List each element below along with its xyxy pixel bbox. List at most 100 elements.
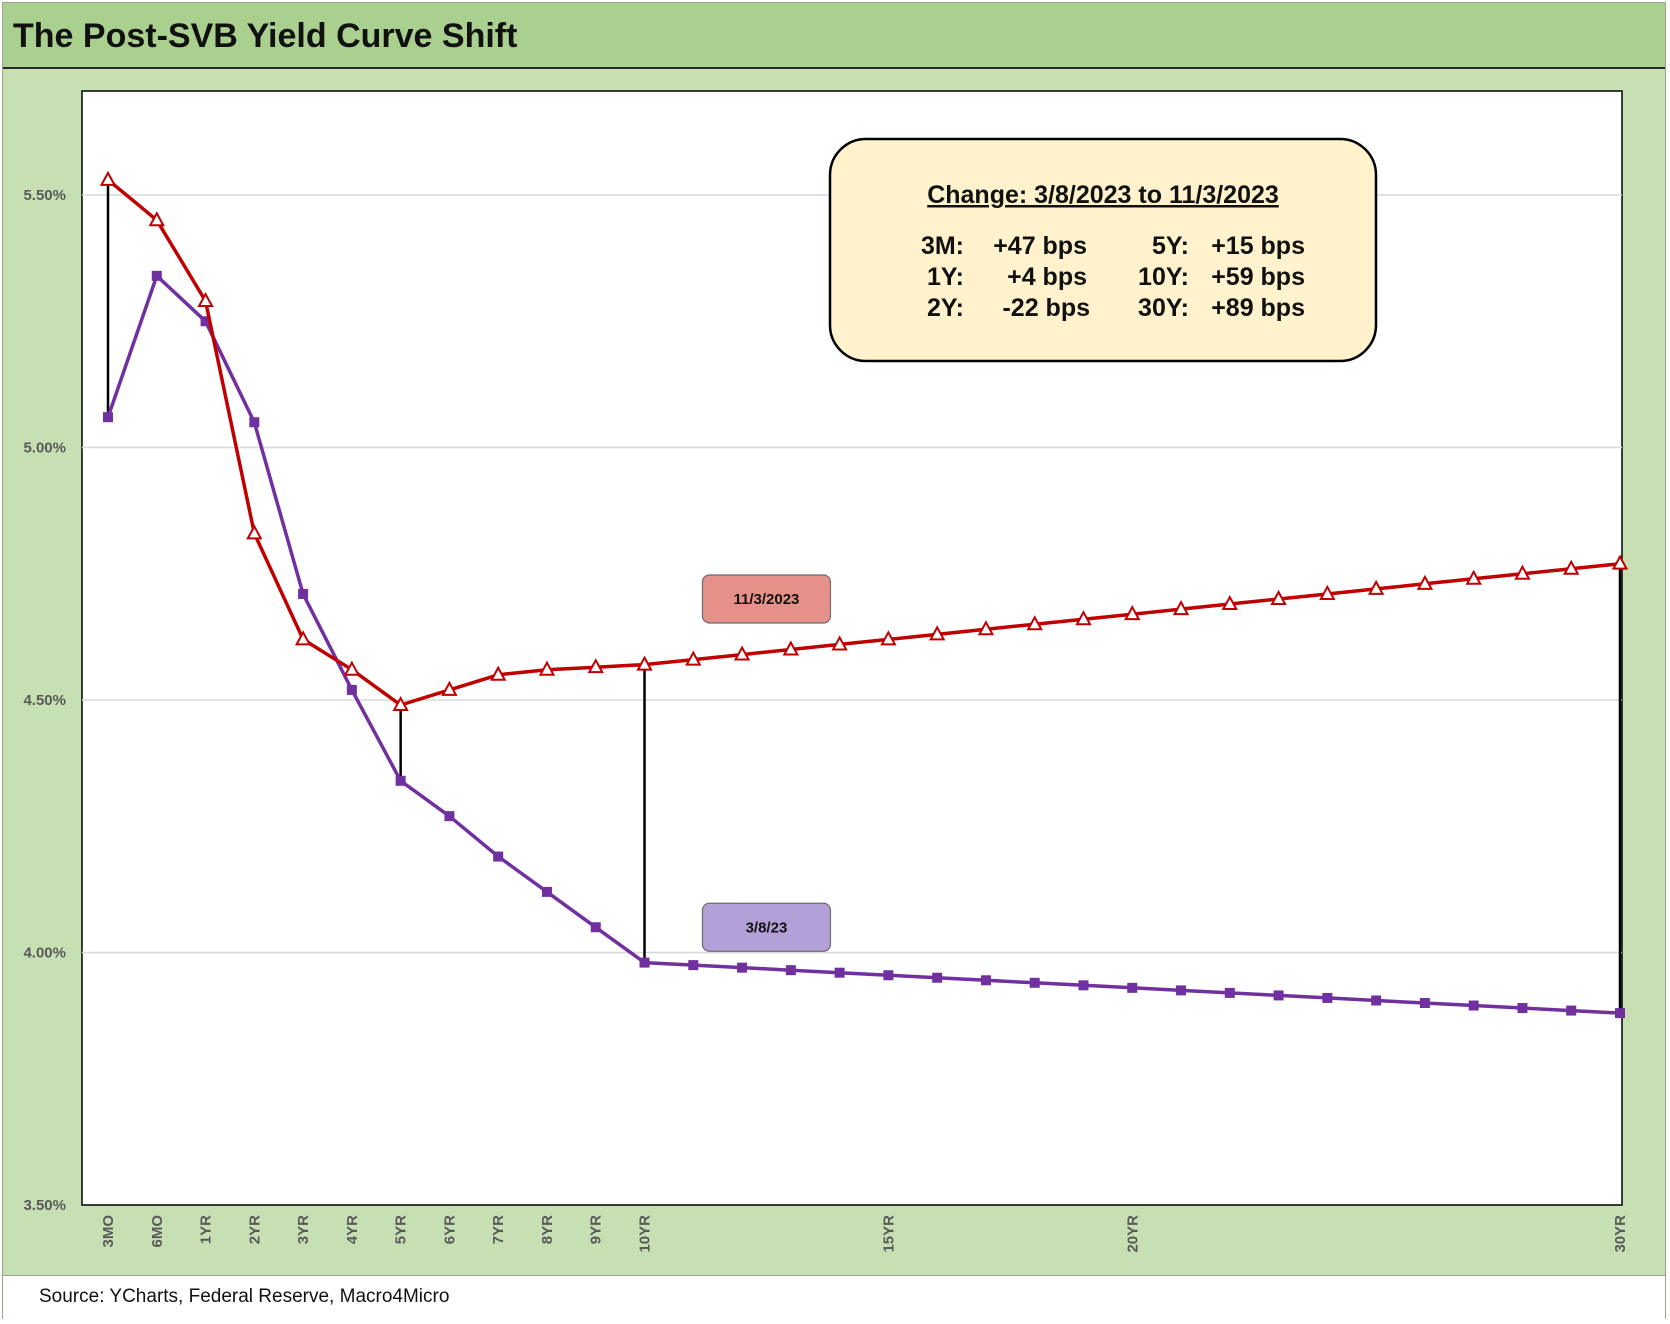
y-tick-label: 4.00% xyxy=(23,945,66,962)
data-point-square xyxy=(1517,1003,1528,1014)
data-point-square xyxy=(785,965,796,976)
data-point-square xyxy=(493,851,504,862)
data-point-square xyxy=(541,886,552,897)
data-point-square xyxy=(1029,977,1040,988)
data-point-square xyxy=(1078,980,1089,991)
data-point-triangle xyxy=(977,620,995,636)
chart-title: The Post-SVB Yield Curve Shift xyxy=(13,17,518,55)
data-point-triangle xyxy=(685,650,702,666)
data-point-triangle xyxy=(587,658,604,674)
data-point-triangle xyxy=(1563,559,1580,575)
data-point-square xyxy=(1176,985,1187,996)
series xyxy=(99,170,1629,1019)
data-point-square xyxy=(1224,987,1235,998)
y-tick-label: 5.50% xyxy=(23,187,66,204)
data-point-triangle xyxy=(538,660,556,676)
callout-value-30y: +89 bps xyxy=(1211,294,1305,322)
data-point-square xyxy=(1371,995,1382,1006)
source-bar: Source: YCharts, Federal Reserve, Macro4… xyxy=(3,1275,1665,1319)
callout-label-3m: 3M: xyxy=(921,232,964,260)
change-callout: Change: 3/8/2023 to 11/3/2023 3M: +47 bp… xyxy=(828,137,1378,363)
data-point-triangle xyxy=(1367,579,1385,595)
callout-label-10y: 10Y: xyxy=(1138,263,1189,291)
callout-label-5y: 5Y: xyxy=(1152,232,1189,260)
data-point-triangle xyxy=(1514,564,1531,580)
data-point-square xyxy=(1468,1000,1479,1011)
data-point-square xyxy=(1615,1008,1625,1019)
data-point-triangle xyxy=(1221,594,1238,611)
y-tick-label: 3.50% xyxy=(23,1197,66,1214)
x-tick-label: 7YR xyxy=(490,1215,507,1244)
x-tick-label: 20YR xyxy=(1124,1215,1141,1253)
data-point-triangle xyxy=(246,524,263,540)
callout-value-2y: -22 bps xyxy=(1002,294,1090,322)
data-point-square xyxy=(1419,998,1430,1008)
x-tick-label: 3MO xyxy=(100,1215,117,1248)
data-point-square xyxy=(932,972,943,983)
y-tick-label: 5.00% xyxy=(23,440,66,457)
x-tick-label: 15YR xyxy=(880,1215,897,1253)
title-bar: The Post-SVB Yield Curve Shift xyxy=(3,3,1665,69)
data-point-square xyxy=(103,412,113,423)
data-point-square xyxy=(298,588,309,599)
data-point-square xyxy=(1566,1005,1577,1016)
x-tick-label: 6MO xyxy=(149,1215,166,1248)
data-point-square xyxy=(688,960,699,971)
x-tick-label: 3YR xyxy=(295,1215,312,1244)
data-point-triangle xyxy=(1172,600,1190,616)
data-point-triangle xyxy=(636,655,653,671)
data-point-triangle xyxy=(733,645,751,661)
data-point-triangle xyxy=(1124,605,1141,621)
data-point-square xyxy=(980,975,991,986)
source-note: Source: YCharts, Federal Reserve, Macro4… xyxy=(39,1286,450,1307)
x-tick-label: 1YR xyxy=(198,1215,215,1244)
data-point-square xyxy=(1127,982,1138,993)
data-point-triangle xyxy=(831,635,848,651)
series-mar-2023 xyxy=(103,270,1625,1019)
series-nov-2023 xyxy=(99,170,1629,712)
series-tag-box xyxy=(701,902,832,952)
data-point-triangle xyxy=(1465,569,1482,585)
series-line xyxy=(106,274,1621,1015)
callout-value-3m: +47 bps xyxy=(993,232,1087,260)
y-tick-label: 4.50% xyxy=(23,692,66,709)
data-point-triangle xyxy=(197,291,214,308)
callout-title: Change: 3/8/2023 to 11/3/2023 xyxy=(927,181,1279,209)
data-point-triangle xyxy=(1416,574,1434,590)
data-point-square xyxy=(1322,992,1333,1003)
data-point-square xyxy=(883,970,894,981)
callout-label-1y: 1Y: xyxy=(927,263,964,291)
x-tick-label: 2YR xyxy=(246,1215,263,1244)
x-tick-label: 30YR xyxy=(1612,1215,1629,1253)
data-point-triangle xyxy=(441,680,458,696)
data-point-triangle xyxy=(928,625,946,641)
data-point-triangle xyxy=(1319,584,1336,600)
series-tag-label: 3/8/23 xyxy=(746,919,788,936)
data-point-triangle xyxy=(343,660,361,676)
callout-box xyxy=(828,137,1378,363)
x-tick-label: 4YR xyxy=(344,1215,361,1244)
data-point-triangle xyxy=(782,640,800,656)
data-point-triangle xyxy=(1026,615,1043,631)
x-tick-label: 9YR xyxy=(588,1215,605,1244)
x-axis: 3MO 6MO 1YR 2YR 3YR 4YR 5YR 6YR 7YR 8YR 9YR 10YR 15Y… xyxy=(100,1215,1629,1253)
x-tick-label: 8YR xyxy=(539,1215,556,1244)
data-point-square xyxy=(249,417,260,428)
change-connectors xyxy=(106,179,1622,1014)
data-point-triangle xyxy=(99,170,117,186)
data-point-triangle xyxy=(294,630,312,646)
data-point-square xyxy=(395,775,406,786)
data-point-square xyxy=(151,270,162,281)
x-tick-label: 10YR xyxy=(637,1215,654,1253)
data-point-triangle xyxy=(880,630,897,646)
data-point-square xyxy=(737,962,748,973)
series-tag: 11/3/2023 xyxy=(701,574,832,624)
series-tag-box xyxy=(701,574,832,624)
data-point-square xyxy=(444,811,455,822)
callout-value-10y: +59 bps xyxy=(1211,263,1305,291)
series-tag-label: 11/3/2023 xyxy=(733,591,799,608)
series-tag: 3/8/23 xyxy=(701,902,832,952)
data-point-square xyxy=(1273,990,1284,1001)
data-point-square xyxy=(639,957,650,968)
